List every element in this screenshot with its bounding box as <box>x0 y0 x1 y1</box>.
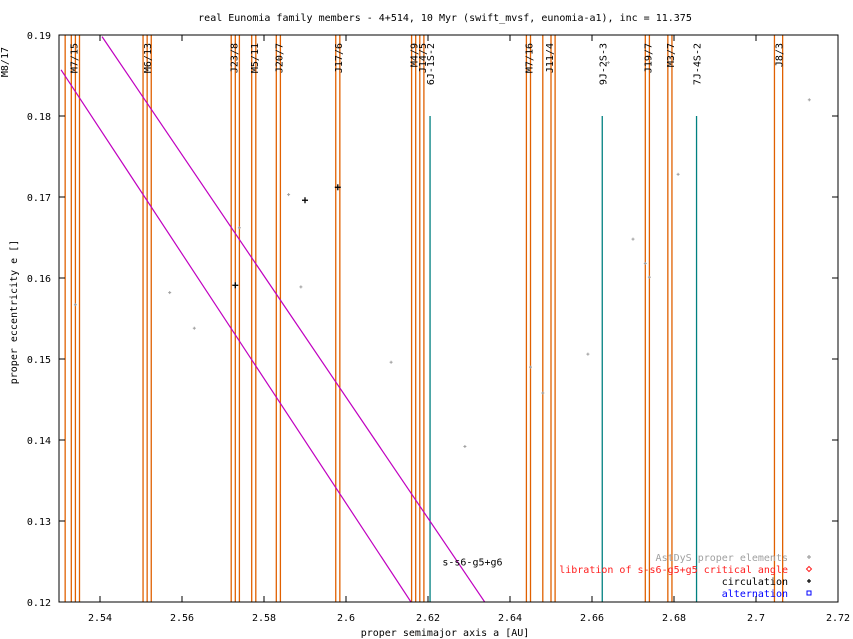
resonance-lines <box>64 35 784 602</box>
resonance-labels: M7/15 M6/13 J23/8 M5/11 J20/7 J17/6 M4/9J14/56… <box>0 43 786 85</box>
x-tick-label: 2.58 <box>252 613 276 624</box>
resonance-label-top-left: M8/17 <box>0 47 11 77</box>
data-point <box>302 197 308 204</box>
data-point <box>463 444 467 448</box>
data-point <box>389 360 393 364</box>
data-point <box>807 98 811 102</box>
x-tick-label: 2.62 <box>416 613 440 624</box>
x-axis-label: proper semimajor axis a [AU] <box>361 628 530 639</box>
y-tick-label: 0.16 <box>27 274 51 285</box>
x-tick-label: 2.56 <box>170 613 194 624</box>
chart-title: real Eunomia family members - 4+514, 10 … <box>198 13 692 24</box>
x-axis-ticks: 2.54 2.56 2.58 2.6 2.62 2.64 2.66 2.68 2.7 2.72 <box>88 35 850 624</box>
resonance-label: M4/9 <box>410 43 421 67</box>
data-point <box>168 291 172 295</box>
data-point <box>647 275 651 279</box>
resonance-label: M3/7 <box>666 43 677 67</box>
y-tick-label: 0.13 <box>27 517 51 528</box>
resonance-label: J11/4 <box>545 43 556 73</box>
resonance-label: 7J-4S-2 <box>693 43 704 85</box>
y-tick-label: 0.14 <box>27 436 51 447</box>
data-point <box>287 193 291 197</box>
data-point <box>334 184 341 191</box>
plot-frame <box>58 34 839 603</box>
x-tick-label: 2.7 <box>747 613 765 624</box>
x-tick-label: 2.54 <box>88 613 112 624</box>
asteroid-points <box>73 61 811 448</box>
y-tick-label: 0.19 <box>27 31 51 42</box>
resonance-label: J14/5 <box>418 43 429 73</box>
data-point <box>643 261 647 265</box>
x-tick-label: 2.72 <box>826 613 850 624</box>
data-point <box>606 61 610 65</box>
y-tick-label: 0.17 <box>27 193 51 204</box>
resonance-label: M6/13 <box>143 43 154 73</box>
data-point <box>541 391 545 395</box>
data-point <box>586 352 590 356</box>
secular-resonance-lines <box>60 36 486 602</box>
resonance-label: M7/15 <box>69 43 80 73</box>
y-axis-label: proper eccentricity e [] <box>9 240 20 385</box>
three-body-resonance-lines <box>429 116 698 602</box>
legend-entry-label: AstDyS proper elements <box>656 553 788 564</box>
data-point <box>237 226 241 230</box>
legend-marker <box>806 590 812 596</box>
resonance-label: 6J-1S-2 <box>426 43 437 85</box>
resonance-label: J19/7 <box>643 43 654 73</box>
data-point <box>529 365 532 369</box>
resonance-label: J8/3 <box>775 43 786 67</box>
resonance-label: J20/7 <box>274 43 285 73</box>
resonance-label: J23/8 <box>229 43 240 73</box>
data-point <box>232 282 239 289</box>
data-point <box>73 303 77 307</box>
resonance-label: M5/11 <box>250 43 261 73</box>
legend-entry-label: libration of s-s6-g5+g5 critical angle <box>559 565 788 576</box>
legend-entry-label: alternation <box>722 589 788 600</box>
x-tick-label: 2.64 <box>498 613 522 624</box>
x-tick-label: 2.66 <box>580 613 604 624</box>
y-tick-label: 0.18 <box>27 112 51 123</box>
secular-line <box>60 69 412 602</box>
data-point <box>631 237 635 241</box>
legend-entry-label: circulation <box>722 577 788 588</box>
x-tick-label: 2.6 <box>337 613 355 624</box>
y-axis-ticks: 0.12 0.13 0.14 0.15 0.16 0.17 0.18 0.19 <box>27 31 838 609</box>
x-tick-label: 2.68 <box>662 613 686 624</box>
data-point <box>192 326 196 330</box>
data-point <box>676 172 680 176</box>
resonance-label: 9J-2S-3 <box>598 43 609 85</box>
y-tick-label: 0.12 <box>27 598 51 609</box>
data-point <box>299 285 303 289</box>
secular-line <box>101 36 486 602</box>
resonance-label: M7/16 <box>524 43 535 73</box>
y-tick-label: 0.15 <box>27 355 51 366</box>
resonance-label: J17/6 <box>334 43 345 73</box>
secular-resonance-label: s-s6-g5+g6 <box>442 558 502 569</box>
legend-marker <box>805 565 813 573</box>
